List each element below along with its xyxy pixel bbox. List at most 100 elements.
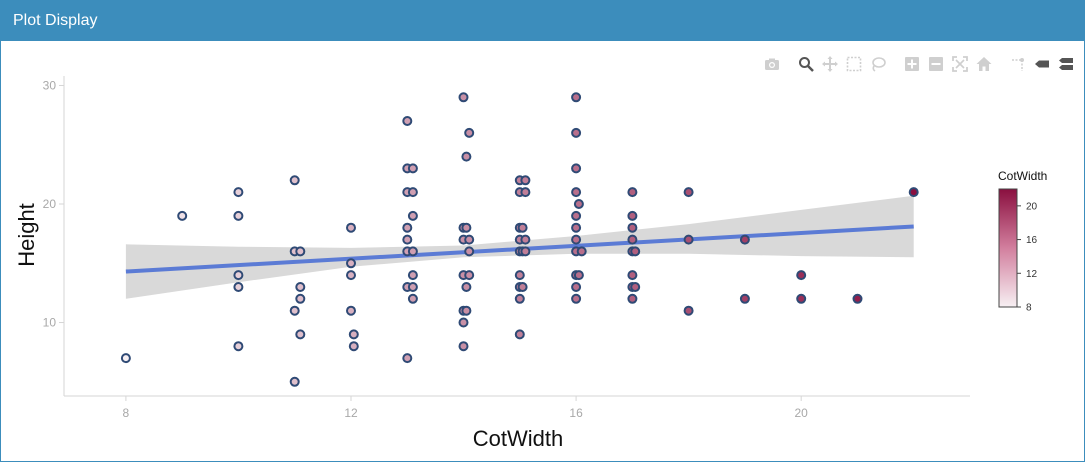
data-point[interactable]	[796, 270, 807, 281]
data-point[interactable]	[233, 341, 244, 352]
data-point[interactable]	[514, 270, 525, 281]
data-point[interactable]	[571, 222, 582, 233]
data-point[interactable]	[683, 187, 694, 198]
box-select-icon[interactable]	[842, 54, 866, 74]
data-point[interactable]	[346, 305, 356, 316]
data-point[interactable]	[576, 246, 587, 257]
data-point[interactable]	[295, 246, 306, 257]
data-point[interactable]	[120, 353, 131, 364]
data-point[interactable]	[407, 282, 418, 292]
data-point[interactable]	[796, 293, 807, 304]
data-point[interactable]	[520, 234, 531, 245]
reset-axes-icon[interactable]	[972, 54, 996, 74]
data-point[interactable]	[908, 187, 919, 198]
data-point[interactable]	[346, 258, 356, 269]
data-point[interactable]	[571, 282, 582, 292]
data-point[interactable]	[514, 329, 525, 340]
data-point[interactable]	[464, 127, 475, 138]
data-point[interactable]	[233, 282, 244, 292]
pan-icon[interactable]	[818, 54, 842, 74]
data-point[interactable]	[295, 293, 306, 304]
y-tick-label: 10	[43, 316, 57, 330]
data-point[interactable]	[348, 329, 359, 340]
data-point[interactable]	[627, 270, 638, 281]
zoom-in-icon[interactable]	[900, 54, 924, 74]
data-point[interactable]	[289, 376, 300, 387]
data-point[interactable]	[517, 222, 528, 233]
data-point[interactable]	[348, 341, 359, 352]
hover-compare-icon[interactable]	[1054, 54, 1078, 74]
data-point[interactable]	[233, 210, 244, 221]
data-point[interactable]	[573, 270, 584, 281]
data-point[interactable]	[402, 116, 413, 126]
camera-icon[interactable]	[760, 54, 784, 74]
data-point[interactable]	[458, 92, 469, 103]
data-point[interactable]	[233, 187, 244, 198]
x-tick-label: 20	[795, 406, 809, 420]
data-point[interactable]	[402, 353, 413, 364]
data-point[interactable]	[571, 234, 582, 245]
x-tick-label: 12	[344, 406, 358, 420]
data-point[interactable]	[407, 270, 418, 281]
data-point[interactable]	[458, 341, 469, 352]
data-point[interactable]	[289, 305, 300, 316]
data-point[interactable]	[627, 222, 638, 233]
data-point[interactable]	[464, 234, 475, 245]
data-point[interactable]	[346, 222, 356, 233]
data-point[interactable]	[571, 187, 582, 198]
panel-header: Plot Display	[1, 1, 1084, 41]
data-point[interactable]	[289, 175, 300, 186]
data-point[interactable]	[571, 163, 582, 174]
data-point[interactable]	[571, 127, 582, 138]
data-point[interactable]	[627, 293, 638, 304]
data-point[interactable]	[520, 187, 531, 198]
data-point[interactable]	[739, 293, 750, 304]
data-point[interactable]	[520, 175, 531, 186]
data-point[interactable]	[461, 305, 472, 316]
data-point[interactable]	[461, 282, 472, 292]
lasso-select-icon[interactable]	[866, 54, 890, 74]
data-point[interactable]	[461, 151, 472, 162]
data-point[interactable]	[573, 199, 584, 209]
zoom-out-icon[interactable]	[924, 54, 948, 74]
data-point[interactable]	[627, 234, 638, 245]
data-point[interactable]	[295, 329, 306, 340]
data-point[interactable]	[346, 270, 356, 281]
data-point[interactable]	[402, 234, 413, 245]
data-point[interactable]	[571, 92, 582, 103]
data-point[interactable]	[458, 317, 469, 328]
data-point[interactable]	[571, 210, 582, 221]
hover-closest-icon[interactable]	[1030, 54, 1054, 74]
data-point[interactable]	[461, 222, 472, 233]
data-point[interactable]	[464, 246, 475, 257]
spike-lines-icon[interactable]	[1006, 54, 1030, 74]
data-point[interactable]	[514, 293, 525, 304]
data-point[interactable]	[407, 246, 418, 257]
data-point[interactable]	[407, 163, 418, 174]
y-tick-label: 20	[43, 197, 57, 211]
data-point[interactable]	[739, 234, 750, 245]
zoom-icon[interactable]	[794, 54, 818, 74]
data-point[interactable]	[683, 305, 694, 316]
data-point[interactable]	[627, 210, 638, 221]
data-point[interactable]	[407, 210, 418, 221]
data-point[interactable]	[630, 246, 641, 257]
data-point[interactable]	[520, 246, 531, 257]
data-point[interactable]	[517, 282, 528, 292]
data-point[interactable]	[295, 282, 306, 292]
scatter-plot[interactable]: 8 12 16 20 10 20 30 CotWidth Height CotWidth 8…	[0, 40, 1085, 460]
data-point[interactable]	[177, 210, 188, 221]
data-point[interactable]	[402, 222, 413, 233]
data-point[interactable]	[571, 293, 582, 304]
colorbar-tick-label: 8	[1026, 303, 1032, 314]
data-point[interactable]	[464, 270, 475, 281]
data-point[interactable]	[407, 293, 418, 304]
data-point[interactable]	[630, 282, 641, 292]
data-point[interactable]	[233, 270, 244, 281]
data-point[interactable]	[683, 234, 694, 245]
data-point[interactable]	[852, 293, 863, 304]
data-point[interactable]	[627, 187, 638, 198]
autoscale-icon[interactable]	[948, 54, 972, 74]
colorbar: CotWidth 8 12 16 20	[998, 169, 1047, 314]
data-point[interactable]	[407, 187, 418, 198]
